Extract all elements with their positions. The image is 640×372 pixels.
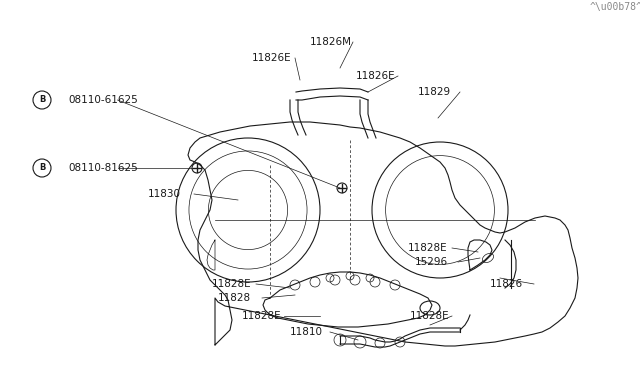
- Text: 15296: 15296: [415, 257, 448, 267]
- Text: 11826M: 11826M: [310, 37, 352, 47]
- Text: 11826E: 11826E: [356, 71, 396, 81]
- Text: 11830: 11830: [148, 189, 181, 199]
- Text: 11828: 11828: [218, 293, 251, 303]
- Text: ^\u00b78^0.63: ^\u00b78^0.63: [590, 2, 640, 12]
- Text: 11810: 11810: [290, 327, 323, 337]
- Text: 11829: 11829: [418, 87, 451, 97]
- Text: 11828E: 11828E: [212, 279, 252, 289]
- Text: 11828E: 11828E: [410, 311, 450, 321]
- Text: B: B: [39, 96, 45, 105]
- Text: 11826: 11826: [490, 279, 523, 289]
- Text: 08110-61625: 08110-61625: [68, 95, 138, 105]
- Text: 11828E: 11828E: [242, 311, 282, 321]
- Text: 11828E: 11828E: [408, 243, 447, 253]
- Text: 08110-81625: 08110-81625: [68, 163, 138, 173]
- Text: B: B: [39, 164, 45, 173]
- Text: 11826E: 11826E: [252, 53, 292, 63]
